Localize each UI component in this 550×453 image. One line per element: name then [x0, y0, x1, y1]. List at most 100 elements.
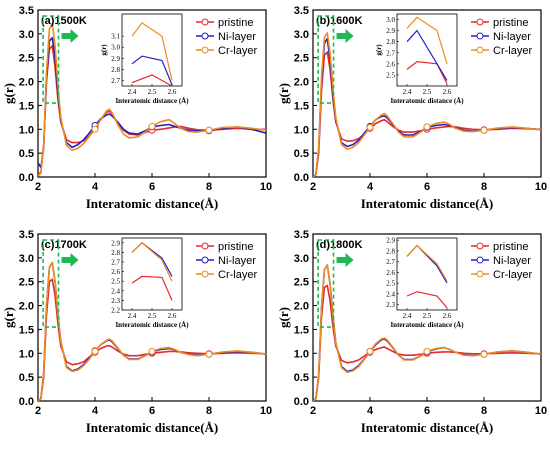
x-tick-label: 6	[424, 181, 430, 193]
zoom-arrow-icon	[336, 29, 354, 43]
x-tick-label: 8	[481, 405, 487, 417]
inset-line-pristine	[406, 291, 448, 309]
y-tick-label: 1.0	[294, 348, 309, 360]
zoom-arrow-icon	[61, 29, 79, 43]
legend-marker	[476, 270, 484, 278]
legend-marker	[476, 46, 484, 54]
x-tick-label: 6	[149, 405, 155, 417]
inset-series-group	[131, 22, 173, 86]
y-tick-label: 2.5	[294, 277, 309, 289]
inset-y-tick-label: 2.3	[386, 301, 395, 309]
inset-chart: 2.32.42.52.62.72.82.92.4 2.5 2.6Interatomi…	[386, 237, 464, 329]
x-tick-label: 8	[206, 405, 212, 417]
legend-label-cr-layer: Cr-layer	[218, 45, 257, 57]
x-tick-label: 4	[92, 181, 99, 193]
inset-frame	[396, 13, 458, 87]
x-tick-label: 2	[35, 405, 41, 417]
peak-highlight-box	[317, 239, 335, 328]
y-tick-label: 3.0	[19, 29, 34, 41]
legend-marker	[201, 18, 209, 26]
legend-label-cr-layer: Cr-layer	[218, 269, 257, 281]
inset-frame	[121, 13, 183, 87]
legend-marker	[201, 270, 209, 278]
inset-line-cr-layer	[406, 16, 448, 64]
inset-y-tick-label: 2.7	[386, 49, 395, 57]
x-tick-label: 10	[535, 405, 547, 417]
inset-y-tick-label: 2.7	[111, 77, 120, 85]
inset-y-tick-label: 3.1	[111, 33, 120, 41]
inset-line-cr-layer	[131, 241, 173, 282]
series-marker	[480, 350, 488, 358]
inset-x-axis-label: Interatomic distance (Å)	[390, 97, 464, 105]
y-axis-label: g(r)	[276, 83, 291, 104]
series-group	[38, 261, 266, 401]
zoom-arrow-icon	[61, 253, 79, 267]
inset-x-tick-label: 2.6	[168, 312, 177, 320]
peak-highlight-box	[317, 15, 335, 104]
x-axis-label: Interatomic distance(Å)	[86, 196, 219, 211]
panel-title: (d)1800K	[316, 239, 363, 251]
panel-title: (a)1500K	[41, 15, 87, 27]
series-marker	[91, 125, 99, 133]
panel-a: 0.0 0.5 1.0 1.5 2.0 2.5 3.0 3.5 2 4 6 8 10 Interatomi…	[0, 0, 275, 224]
y-tick-label: 0.0	[294, 396, 309, 408]
inset-y-tick-label: 2.6	[111, 268, 120, 276]
legend-label-cr-layer: Cr-layer	[493, 269, 532, 281]
inset-x-tick-label: 2.4	[403, 312, 412, 320]
inset-x-tick-label: 2.4	[128, 312, 137, 320]
x-tick-label: 10	[260, 405, 272, 417]
inset-y-axis-label: g(r)	[100, 44, 108, 56]
series-line-pristine	[38, 44, 266, 176]
inset-y-tick-label: 2.2	[111, 307, 120, 315]
series-line-cr-layer	[38, 22, 266, 177]
series-line-pristine	[313, 284, 541, 401]
inset-x-tick-label: 2.5	[148, 88, 157, 96]
inset-y-tick-label: 2.7	[111, 259, 120, 267]
series-marker	[423, 347, 431, 355]
y-tick-label: 2.0	[19, 77, 34, 89]
y-tick-label: 2.5	[294, 53, 309, 65]
inset-x-tick-label: 2.4	[128, 88, 137, 96]
inset-x-tick-label: 2.6	[443, 312, 452, 320]
legend-label-pristine: pristine	[493, 241, 528, 253]
inset-y-tick-label: 2.9	[386, 27, 395, 35]
chart-panel-d: 0.0 0.5 1.0 1.5 2.0 2.5 3.0 3.5 2 4 6 8 10 Interatomi…	[276, 229, 547, 435]
series-marker	[366, 347, 374, 355]
inset-y-tick-label: 2.6	[386, 60, 395, 68]
series-group	[313, 264, 541, 401]
y-tick-label: 0.0	[19, 172, 34, 184]
inset-y-tick-label: 2.8	[386, 247, 395, 255]
x-axis-label: Interatomic distance(Å)	[361, 420, 494, 435]
x-tick-label: 4	[92, 405, 99, 417]
x-tick-label: 6	[149, 181, 155, 193]
legend-marker	[476, 18, 484, 26]
y-tick-label: 1.0	[19, 124, 34, 136]
y-tick-label: 3.5	[294, 229, 309, 241]
y-axis-label: g(r)	[1, 307, 16, 328]
inset-series-group	[406, 16, 448, 85]
series-marker	[366, 123, 374, 131]
legend-marker	[201, 32, 209, 40]
series-group	[313, 32, 541, 177]
y-tick-label: 2.5	[19, 277, 34, 289]
inset-x-tick-label: 2.6	[443, 88, 452, 96]
inset-x-tick-label: 2.5	[423, 312, 432, 320]
chart-panel-b: 0.0 0.5 1.0 1.5 2.0 2.5 3.0 3.5 2 4 6 8 10 Interatomi…	[276, 5, 547, 211]
series-marker	[148, 122, 156, 130]
inset-line-pristine	[406, 60, 448, 85]
y-tick-label: 3.5	[294, 5, 309, 17]
legend-marker	[201, 256, 209, 264]
series-marker	[205, 350, 213, 358]
legend-label-pristine: pristine	[218, 17, 253, 29]
series-line-cr-layer	[38, 261, 266, 401]
inset-x-tick-label: 2.6	[168, 88, 177, 96]
y-tick-label: 3.0	[294, 253, 309, 265]
y-tick-label: 3.5	[19, 229, 34, 241]
x-tick-label: 10	[260, 181, 272, 193]
inset-frame	[396, 237, 458, 311]
inset-y-tick-label: 2.7	[386, 258, 395, 266]
inset-y-tick-label: 2.5	[111, 278, 120, 286]
y-tick-label: 1.5	[19, 100, 34, 112]
peak-highlight-box	[42, 239, 60, 328]
series-line-pristine	[38, 278, 266, 401]
